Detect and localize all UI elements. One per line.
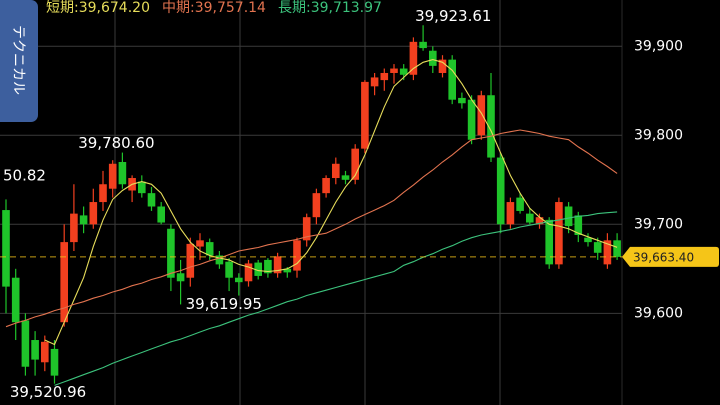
candle-body	[603, 240, 612, 265]
legend-name: 短期	[46, 0, 74, 16]
candle-body	[380, 72, 389, 81]
candle-body	[477, 95, 486, 136]
candle-body	[138, 181, 146, 194]
candle-body	[2, 210, 10, 287]
candle-body	[535, 217, 544, 225]
candle-body	[186, 243, 195, 278]
candle-body	[341, 175, 350, 180]
candle-body	[516, 197, 524, 211]
candle-body	[215, 255, 224, 265]
candle-body	[176, 273, 185, 282]
legend-name: 長期	[278, 0, 306, 16]
candle-body	[429, 50, 437, 66]
current-price-label: 39,663.40	[633, 250, 694, 264]
candle-body	[89, 202, 98, 225]
candle-body	[448, 59, 456, 100]
y-tick-label: 39,900	[634, 38, 683, 54]
candle-body	[11, 277, 20, 323]
y-tick-label: 39,800	[634, 127, 683, 143]
candle-body	[235, 277, 243, 283]
ma-line	[44, 59, 618, 346]
legend-value: 39,674.20	[79, 0, 150, 16]
candle-body	[332, 163, 340, 179]
candle-body	[361, 81, 369, 149]
price-annotation: 39,780.60	[78, 134, 154, 152]
candle-body	[31, 340, 39, 360]
candle-body	[399, 68, 408, 75]
legend-value: 39,713.97	[311, 0, 382, 16]
candle-body	[283, 268, 292, 273]
legend-value: 39,757.14	[195, 0, 266, 16]
sidebar-button-bg[interactable]	[0, 0, 38, 122]
legend-name: 中期	[162, 0, 190, 16]
candle-body	[118, 162, 127, 185]
candle-body	[273, 256, 282, 274]
candle-body	[545, 219, 553, 265]
candle-body	[79, 215, 88, 225]
candle-body	[264, 259, 272, 274]
candle-body	[254, 262, 262, 276]
candle-body	[370, 77, 379, 87]
plot	[0, 25, 622, 386]
price-annotation: 39,923.61	[415, 7, 491, 25]
candle-body	[41, 341, 49, 363]
candle-body	[293, 240, 301, 271]
legend-separator: :	[74, 0, 79, 16]
candle-body	[302, 217, 311, 241]
candle-body	[419, 41, 427, 49]
candle-body	[593, 242, 602, 253]
price-annotation: 39,520.96	[10, 383, 86, 401]
candle-body	[70, 213, 78, 243]
sidebar-button-label[interactable]: テクニカル	[10, 25, 26, 95]
candle-body	[506, 202, 515, 225]
candle-body	[167, 228, 175, 278]
candle-body	[574, 215, 583, 235]
y-tick-label: 39,700	[634, 216, 683, 232]
candle-body	[555, 202, 563, 265]
sidebar-button[interactable]: テクニカル	[0, 0, 38, 122]
candle-body	[487, 95, 495, 158]
candle-body	[147, 193, 156, 207]
legend-separator: :	[190, 0, 195, 16]
legend-separator: :	[306, 0, 311, 16]
candle-body	[196, 240, 204, 247]
candle-body	[526, 213, 534, 223]
candle-body	[496, 157, 505, 225]
candle-body	[322, 178, 330, 194]
candle-body	[564, 206, 573, 227]
candle-body	[613, 240, 621, 257]
candle-body	[99, 184, 107, 203]
candle-body	[584, 237, 592, 243]
candle-body	[312, 193, 321, 218]
candle-body	[21, 320, 30, 367]
y-tick-label: 39,600	[634, 305, 683, 321]
candle-body	[108, 163, 117, 189]
candle-body	[60, 242, 68, 323]
candle-body	[50, 348, 59, 376]
candle-body	[390, 68, 398, 73]
candle-body	[409, 41, 418, 75]
candle-body	[244, 263, 253, 282]
candle-body	[157, 206, 165, 223]
candle-body	[438, 59, 447, 73]
current-price-tag	[622, 246, 719, 267]
candle-body	[458, 97, 466, 104]
price-annotation: 39,619.95	[186, 295, 262, 313]
ma-line	[5, 129, 618, 328]
candle-body	[351, 148, 359, 180]
candle-body	[225, 261, 233, 278]
offscreen-label: 50.82	[3, 167, 46, 185]
candle-body	[205, 242, 214, 256]
candle-body	[467, 99, 476, 140]
legend: 短期:39,674.20 中期:39,757.14 長期:39,713.97	[46, 0, 382, 16]
ma-line	[54, 211, 618, 386]
